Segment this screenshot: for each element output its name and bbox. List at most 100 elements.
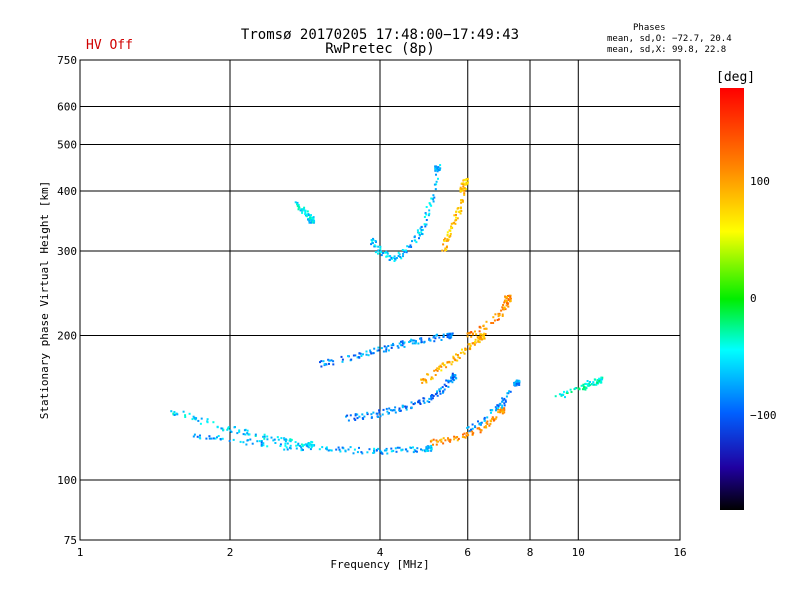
data-point xyxy=(349,414,352,417)
data-point xyxy=(476,427,479,430)
data-point xyxy=(406,450,409,453)
data-point xyxy=(501,313,504,316)
data-point xyxy=(366,411,369,414)
data-point xyxy=(462,433,464,436)
data-point xyxy=(384,251,387,254)
data-point xyxy=(600,376,603,379)
data-point xyxy=(589,381,591,383)
data-point xyxy=(419,337,421,340)
data-point xyxy=(295,447,298,450)
data-point xyxy=(444,439,447,442)
data-point xyxy=(173,414,176,416)
data-point xyxy=(501,315,504,317)
data-point xyxy=(304,209,307,212)
data-point xyxy=(558,393,561,396)
data-point xyxy=(219,438,222,440)
data-point xyxy=(470,331,473,333)
data-point xyxy=(419,403,422,405)
data-point xyxy=(448,337,451,340)
data-point xyxy=(377,447,380,450)
data-point xyxy=(310,221,312,224)
data-point xyxy=(442,442,445,445)
data-point xyxy=(582,383,585,386)
data-point xyxy=(421,381,424,384)
data-point xyxy=(502,304,505,306)
data-point xyxy=(462,351,465,354)
data-point xyxy=(458,357,461,359)
data-point xyxy=(432,438,435,441)
data-point xyxy=(415,241,418,244)
data-point xyxy=(450,225,453,228)
data-point xyxy=(398,342,401,345)
data-point xyxy=(256,440,259,443)
data-point xyxy=(274,442,277,444)
data-point xyxy=(360,451,363,454)
data-point xyxy=(388,259,391,261)
data-point xyxy=(309,216,312,219)
data-point xyxy=(583,386,586,389)
data-point xyxy=(401,406,404,409)
data-point xyxy=(491,417,494,420)
data-point xyxy=(245,443,248,446)
data-point xyxy=(410,339,413,342)
data-point xyxy=(307,214,310,217)
data-point xyxy=(358,356,361,359)
colorbar-tick-label: −100 xyxy=(750,409,777,423)
data-point xyxy=(297,208,300,211)
data-point xyxy=(300,449,303,452)
data-point xyxy=(426,449,429,452)
data-point xyxy=(433,183,436,186)
data-point xyxy=(263,437,266,440)
data-point xyxy=(426,446,429,448)
phases-o-mode-stats: mean, sd,O: −72.7, 20.4 xyxy=(607,34,732,44)
data-point xyxy=(578,387,581,390)
data-point xyxy=(500,309,503,312)
x-tick-labels: 1 2 4 6 8 10 16 xyxy=(77,546,687,559)
data-point xyxy=(479,422,482,424)
data-point xyxy=(391,409,394,412)
data-point xyxy=(375,449,378,452)
data-point xyxy=(455,210,458,213)
data-point xyxy=(440,365,443,368)
data-point xyxy=(565,391,568,394)
data-point xyxy=(302,208,305,211)
data-point xyxy=(341,360,344,363)
data-point xyxy=(469,344,472,347)
data-point xyxy=(510,297,512,300)
data-point xyxy=(441,249,444,252)
data-point xyxy=(369,351,372,353)
data-point xyxy=(485,320,488,323)
data-point xyxy=(436,170,439,173)
chart-title: Tromsø 20170205 17:48:00−17:49:43 xyxy=(240,27,520,43)
data-point xyxy=(373,447,376,450)
data-point xyxy=(438,390,441,393)
data-point xyxy=(373,245,376,248)
data-point xyxy=(420,378,423,381)
data-point xyxy=(379,449,381,452)
data-point xyxy=(393,409,396,412)
data-point xyxy=(301,211,304,214)
data-point xyxy=(347,355,349,358)
data-point xyxy=(380,347,383,350)
data-point xyxy=(373,449,375,452)
data-point xyxy=(477,420,479,423)
data-point xyxy=(361,413,364,416)
data-point xyxy=(453,375,456,378)
data-point xyxy=(482,324,485,327)
data-point xyxy=(505,395,508,398)
data-point xyxy=(396,446,399,449)
data-point xyxy=(446,233,449,236)
data-point xyxy=(246,439,249,442)
data-point xyxy=(208,437,211,440)
data-point xyxy=(377,346,380,349)
data-point xyxy=(430,447,432,449)
data-point xyxy=(300,208,303,211)
data-point xyxy=(386,452,389,455)
data-point xyxy=(414,450,417,453)
data-point xyxy=(319,361,321,364)
data-point xyxy=(463,432,466,435)
data-point xyxy=(428,401,431,403)
data-point xyxy=(459,212,462,215)
data-point xyxy=(448,360,451,363)
data-point xyxy=(444,249,446,252)
